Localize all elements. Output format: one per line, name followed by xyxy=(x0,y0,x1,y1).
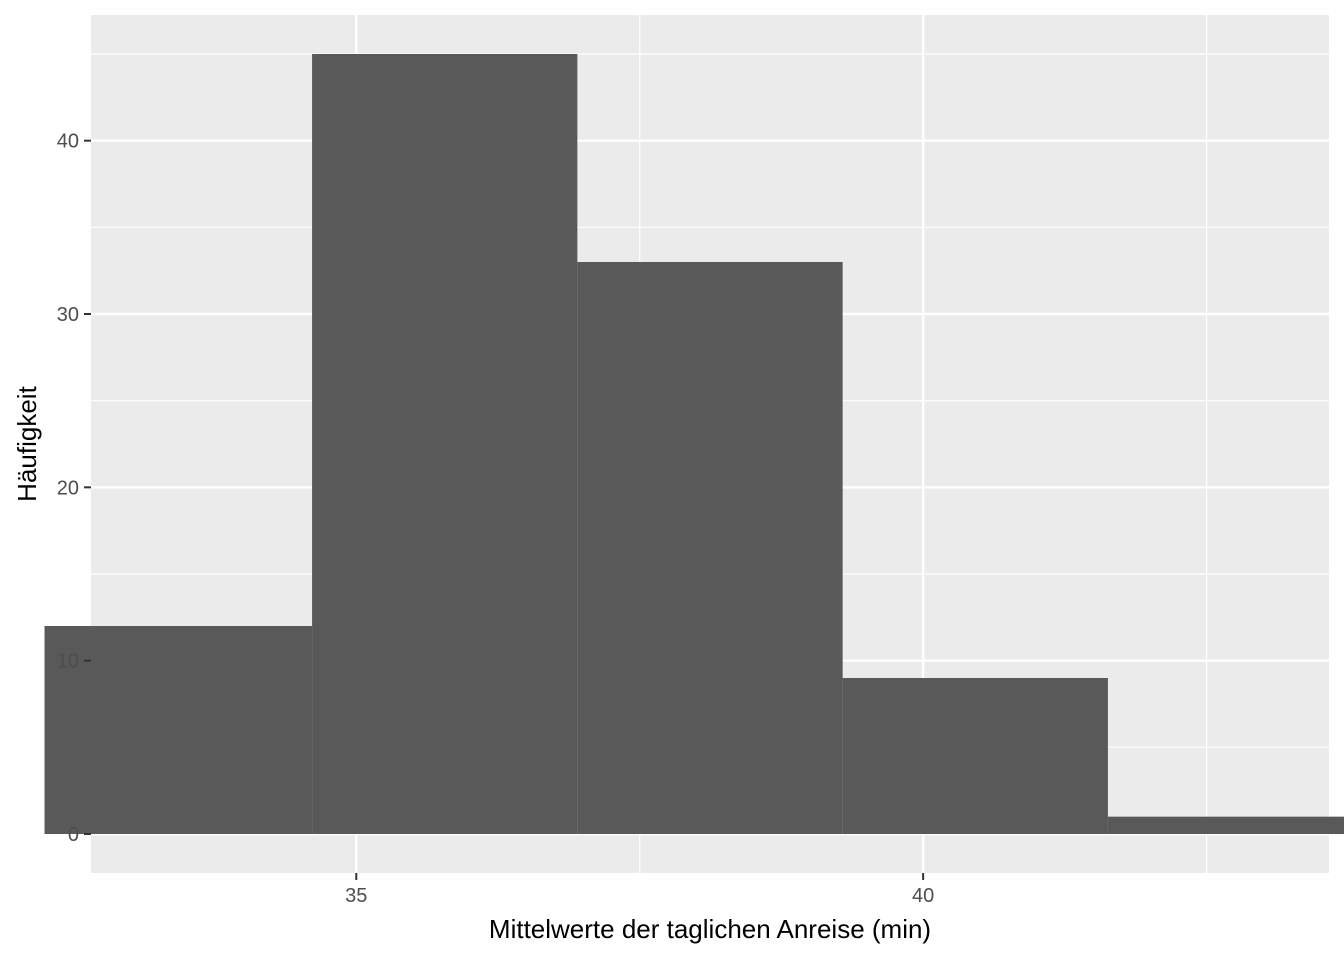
x-tick-label: 40 xyxy=(912,885,934,907)
y-axis-title: Häufigkeit xyxy=(12,385,42,501)
histogram-bar xyxy=(842,678,1108,834)
histogram-bar xyxy=(44,626,313,834)
histogram-bar xyxy=(312,54,578,834)
histogram-bars xyxy=(44,54,1344,834)
y-tick-label: 10 xyxy=(57,651,79,673)
histogram-bar xyxy=(1107,816,1344,834)
y-tick-label: 0 xyxy=(68,824,79,846)
y-tick-label: 20 xyxy=(57,477,79,499)
y-axis: 0 10 20 30 40 xyxy=(57,131,91,846)
x-axis: 35 40 xyxy=(345,873,934,907)
y-tick-label: 40 xyxy=(57,131,79,153)
histogram-bar xyxy=(577,262,843,834)
x-axis-title: Mittelwerte der taglichen Anreise (min) xyxy=(489,914,931,944)
y-tick-label: 30 xyxy=(57,304,79,326)
x-tick-label: 35 xyxy=(345,885,367,907)
